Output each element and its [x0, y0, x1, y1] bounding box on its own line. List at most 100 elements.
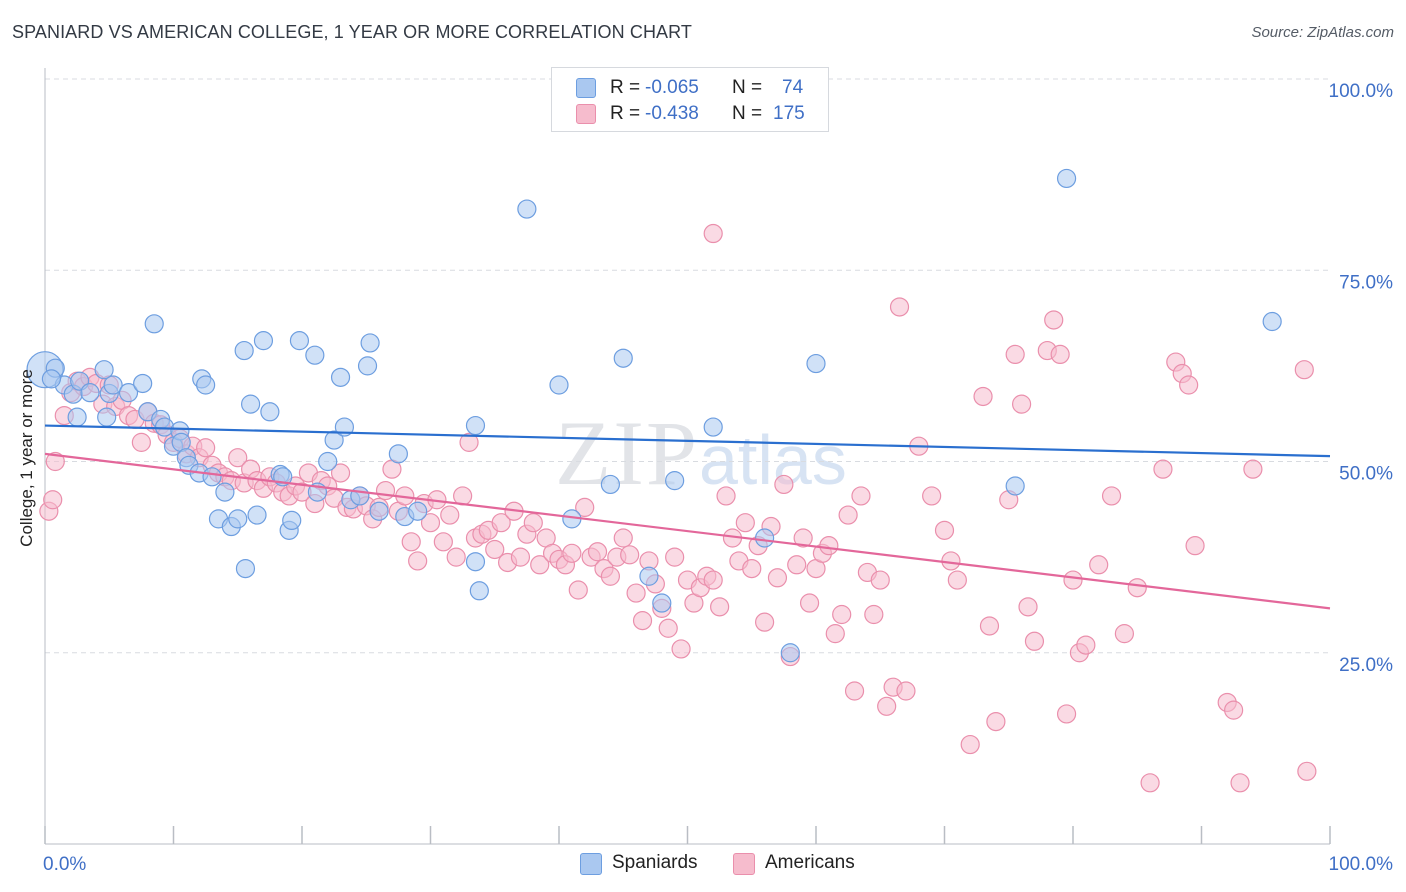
american-point [43, 490, 63, 510]
spaniard-point [260, 402, 280, 422]
american-point [510, 547, 531, 567]
spaniard-point [318, 451, 338, 472]
spaniard-point [388, 444, 408, 464]
y-tick-label: 50.0% [1339, 464, 1393, 485]
american-point [1297, 761, 1317, 781]
bottom-legend-swatch-blue [580, 853, 602, 875]
spaniard-point [282, 510, 302, 531]
american-point [620, 545, 640, 565]
american-point [440, 505, 460, 525]
american-point [45, 451, 65, 472]
spaniard-point [94, 360, 114, 380]
american-point [562, 543, 582, 563]
american-point [973, 386, 993, 407]
american-point [1294, 360, 1314, 380]
spaniard-point [780, 643, 800, 663]
spaniard-point [652, 593, 672, 613]
y-tick-label: 100.0% [1329, 81, 1394, 102]
american-point [1050, 344, 1070, 364]
spaniard-point [97, 407, 117, 427]
bottom-legend-label: Americans [765, 852, 855, 873]
american-point [793, 528, 813, 548]
american-point [600, 566, 621, 586]
american-point [1114, 624, 1135, 644]
american-point [767, 568, 788, 588]
american-point [1224, 700, 1244, 720]
american-point [1005, 344, 1025, 364]
spaniard-point [517, 199, 537, 219]
y-tick-label: 75.0% [1339, 272, 1393, 293]
american-point [587, 542, 608, 562]
chart-source: Source: ZipAtlas.com [1251, 24, 1394, 41]
spaniard-point [215, 482, 235, 502]
american-point [1063, 570, 1083, 590]
american-point [658, 618, 678, 638]
spaniard-point [1056, 168, 1077, 189]
spaniard-point [1005, 476, 1025, 496]
spaniard-point [103, 375, 123, 395]
legend-swatch-pink [576, 104, 596, 124]
spaniard-point [253, 331, 274, 351]
american-point [131, 432, 151, 452]
american-point [947, 570, 967, 590]
american-point [523, 513, 543, 533]
american-point [742, 558, 762, 579]
american-point [1185, 536, 1205, 556]
american-point [710, 597, 730, 617]
american-point [851, 486, 871, 506]
american-point [1243, 459, 1263, 479]
american-point [838, 505, 858, 525]
spaniard-point [639, 566, 659, 586]
american-point [446, 547, 466, 567]
american-point [703, 570, 723, 590]
american-point [401, 532, 421, 552]
american-point [896, 681, 916, 701]
american-point [889, 297, 910, 317]
bottom-legend-label: Spaniards [612, 852, 698, 873]
spaniard-trend-line [44, 424, 1331, 458]
american-point [613, 528, 633, 548]
american-point [1179, 375, 1199, 395]
american-point [568, 580, 588, 600]
spaniard-point [465, 552, 486, 572]
american-point [1011, 394, 1032, 414]
american-point [530, 555, 550, 575]
american-point [703, 223, 723, 244]
spaniard-point [241, 394, 261, 414]
american-point [986, 711, 1006, 732]
american-trend-line [44, 452, 1331, 610]
legend-r-value: -0.438 [645, 103, 699, 124]
legend-n-label: N = [732, 103, 763, 124]
spaniard-point [144, 314, 164, 334]
legend-r-value: -0.065 [645, 77, 699, 98]
legend-swatch-blue [576, 78, 596, 98]
spaniard-point [408, 501, 428, 521]
american-point [330, 463, 351, 483]
american-point [1056, 704, 1077, 724]
american-point [844, 681, 865, 701]
y-tick-label: 25.0% [1339, 655, 1393, 676]
spaniard-point [234, 340, 254, 361]
y-axis-label: College, 1 year or more [17, 369, 36, 547]
spaniard-point [118, 383, 139, 403]
american-point [420, 513, 441, 533]
american-point [979, 616, 1000, 636]
american-point [960, 734, 980, 755]
spaniard-point [600, 474, 621, 495]
american-point [1089, 555, 1109, 575]
spaniard-point [369, 501, 389, 521]
american-point [1024, 631, 1045, 651]
american-point [408, 551, 428, 571]
american-point [934, 520, 955, 540]
american-point [491, 513, 511, 533]
legend-r-label: R = [610, 103, 641, 124]
american-point [228, 448, 248, 468]
american-point [774, 474, 794, 495]
american-point [799, 593, 820, 613]
american-point [433, 532, 453, 552]
correlation-legend: R = -0.065 N = 74 R = -0.438 N = 175 [551, 67, 829, 132]
american-point [485, 539, 505, 560]
american-point [1230, 773, 1250, 793]
spaniard-point [235, 558, 256, 579]
x-tick-label: 0.0% [43, 854, 86, 875]
